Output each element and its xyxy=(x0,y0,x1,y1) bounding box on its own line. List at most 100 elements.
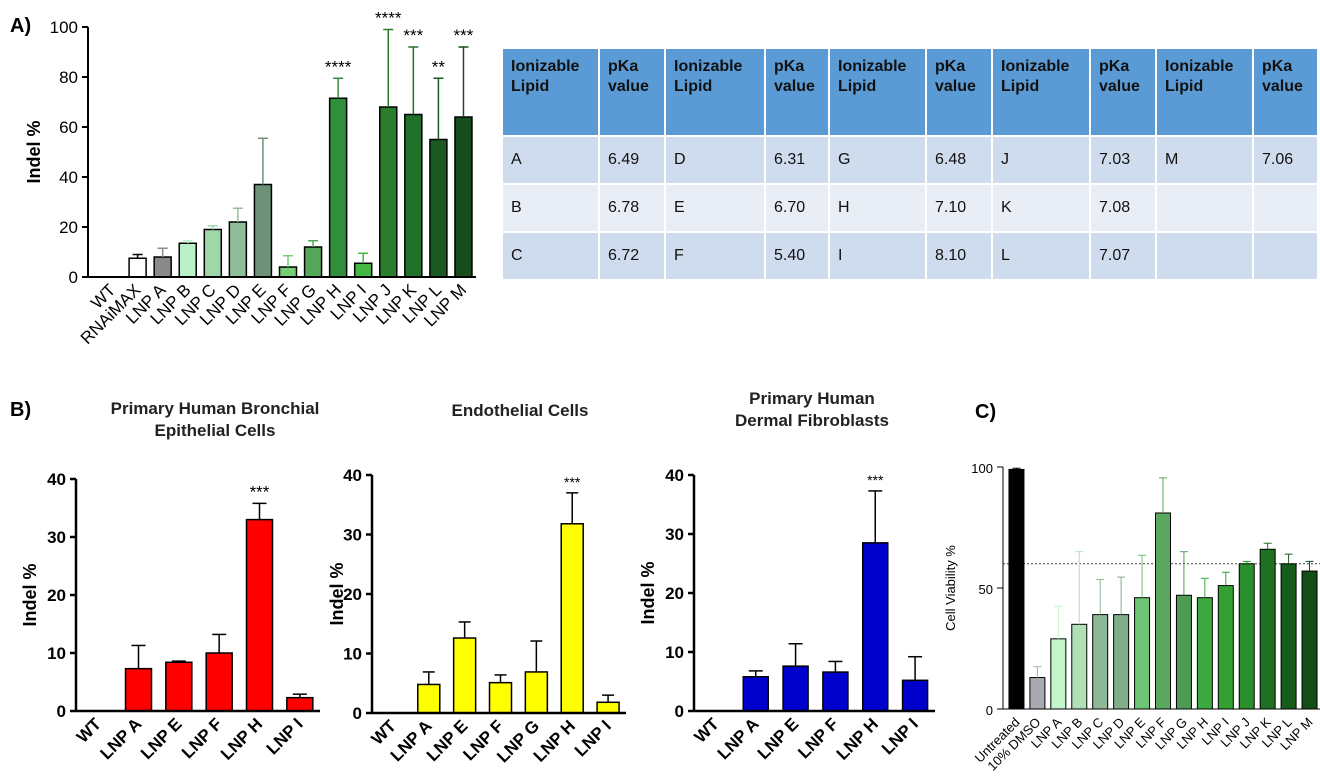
bar xyxy=(253,183,273,278)
panel-label-b: B) xyxy=(10,399,31,421)
x-tick-label: LNP I xyxy=(263,714,307,758)
bar xyxy=(1155,512,1171,710)
table-cell: D xyxy=(664,135,766,185)
bar xyxy=(862,542,889,712)
bar xyxy=(1217,585,1234,710)
table-cell: 6.49 xyxy=(598,135,666,185)
table-cell: 6.70 xyxy=(764,183,830,233)
chart-title: Epithelial Cells xyxy=(155,421,276,440)
bar xyxy=(1301,570,1318,710)
y-tick-label: 40 xyxy=(343,466,362,485)
bar xyxy=(596,701,620,714)
y-tick-label: 40 xyxy=(47,470,66,489)
y-tick-label: 30 xyxy=(343,526,362,545)
y-tick-label: 100 xyxy=(50,18,78,37)
x-tick-label: LNP A xyxy=(96,714,145,763)
y-tick-label: 0 xyxy=(986,703,993,718)
y-tick-label: 10 xyxy=(665,643,684,662)
bar xyxy=(560,523,584,714)
table-cell: A xyxy=(501,135,600,185)
bar xyxy=(1175,594,1192,710)
bar xyxy=(822,671,849,712)
table-cell: L xyxy=(991,231,1091,281)
table-row: C 6.72 F 5.40 I 8.10 L 7.07 xyxy=(501,231,1319,281)
header-cell: pKa value xyxy=(598,47,666,137)
table-cell xyxy=(1155,231,1254,281)
bar xyxy=(1259,548,1276,710)
y-axis-title: Indel % xyxy=(20,563,40,626)
bar xyxy=(417,683,441,714)
y-tick-label: 20 xyxy=(47,586,66,605)
bar xyxy=(454,116,473,278)
bar xyxy=(524,671,549,714)
bar xyxy=(203,228,223,278)
table-cell: F xyxy=(664,231,766,281)
bar xyxy=(901,679,929,712)
chart-title: Dermal Fibroblasts xyxy=(735,411,889,430)
bar xyxy=(1071,623,1088,710)
x-tick-label: LNP A xyxy=(714,714,763,763)
table-cell: C xyxy=(501,231,600,281)
bar xyxy=(1092,614,1109,710)
significance-label: *** xyxy=(564,474,581,490)
table-cell: 5.40 xyxy=(764,231,830,281)
table-row: A 6.49 D 6.31 G 6.48 J 7.03 M 7.06 xyxy=(501,135,1319,185)
table-cell: J xyxy=(991,135,1091,185)
y-tick-label: 30 xyxy=(47,528,66,547)
bar xyxy=(429,138,448,278)
y-axis-title: Indel % xyxy=(24,120,44,183)
table-cell: H xyxy=(828,183,927,233)
bar xyxy=(245,518,274,712)
table-cell: 7.03 xyxy=(1089,135,1157,185)
bar xyxy=(153,256,172,278)
table-cell: E xyxy=(664,183,766,233)
y-axis-title: Indel % xyxy=(638,561,658,624)
chart-title: Primary Human Bronchial xyxy=(111,399,320,418)
table-cell: 6.72 xyxy=(598,231,666,281)
x-tick-label: LNP E xyxy=(137,714,186,763)
x-tick-label: LNP I xyxy=(571,716,615,760)
y-tick-label: 40 xyxy=(59,168,78,187)
table-cell: 6.78 xyxy=(598,183,666,233)
bar xyxy=(303,246,323,278)
y-tick-label: 100 xyxy=(971,461,993,476)
x-tick-label: WT xyxy=(73,714,106,747)
panel-label-c: C) xyxy=(975,401,996,423)
table-cell: 7.10 xyxy=(925,183,993,233)
bar xyxy=(742,676,769,712)
header-cell: pKa value xyxy=(764,47,830,137)
y-tick-label: 10 xyxy=(47,644,66,663)
significance-label: *** xyxy=(454,26,474,45)
bar xyxy=(228,221,248,278)
table-cell: 6.31 xyxy=(764,135,830,185)
bar xyxy=(1113,614,1130,710)
bar xyxy=(1280,563,1297,710)
pka-table-header-row: Ionizable Lipid pKa value Ionizable Lipi… xyxy=(501,47,1319,137)
bar xyxy=(165,661,193,712)
x-tick-label: LNP H xyxy=(217,714,266,763)
table-row: B 6.78 E 6.70 H 7.10 K 7.08 xyxy=(501,183,1319,233)
chart-title: Endothelial Cells xyxy=(452,401,589,420)
bar xyxy=(1029,677,1046,710)
header-cell: Ionizable Lipid xyxy=(664,47,766,137)
header-cell: Ionizable Lipid xyxy=(991,47,1091,137)
significance-label: **** xyxy=(325,57,352,76)
table-cell: 8.10 xyxy=(925,231,993,281)
y-tick-label: 10 xyxy=(343,645,362,664)
header-cell: Ionizable Lipid xyxy=(1155,47,1254,137)
table-cell: 7.08 xyxy=(1089,183,1157,233)
table-cell xyxy=(1252,183,1319,233)
y-tick-label: 20 xyxy=(59,218,78,237)
bar xyxy=(128,257,147,278)
bar xyxy=(286,696,314,712)
bar xyxy=(124,667,153,712)
y-axis-title: Cell Viability % xyxy=(943,545,958,631)
x-tick-label: LNP F xyxy=(794,714,842,762)
x-tick-label: WT xyxy=(691,714,724,747)
bar xyxy=(404,113,423,278)
y-tick-label: 30 xyxy=(665,525,684,544)
x-tick-label: LNP I xyxy=(878,714,922,758)
y-tick-label: 60 xyxy=(59,118,78,137)
y-tick-label: 0 xyxy=(675,702,684,721)
